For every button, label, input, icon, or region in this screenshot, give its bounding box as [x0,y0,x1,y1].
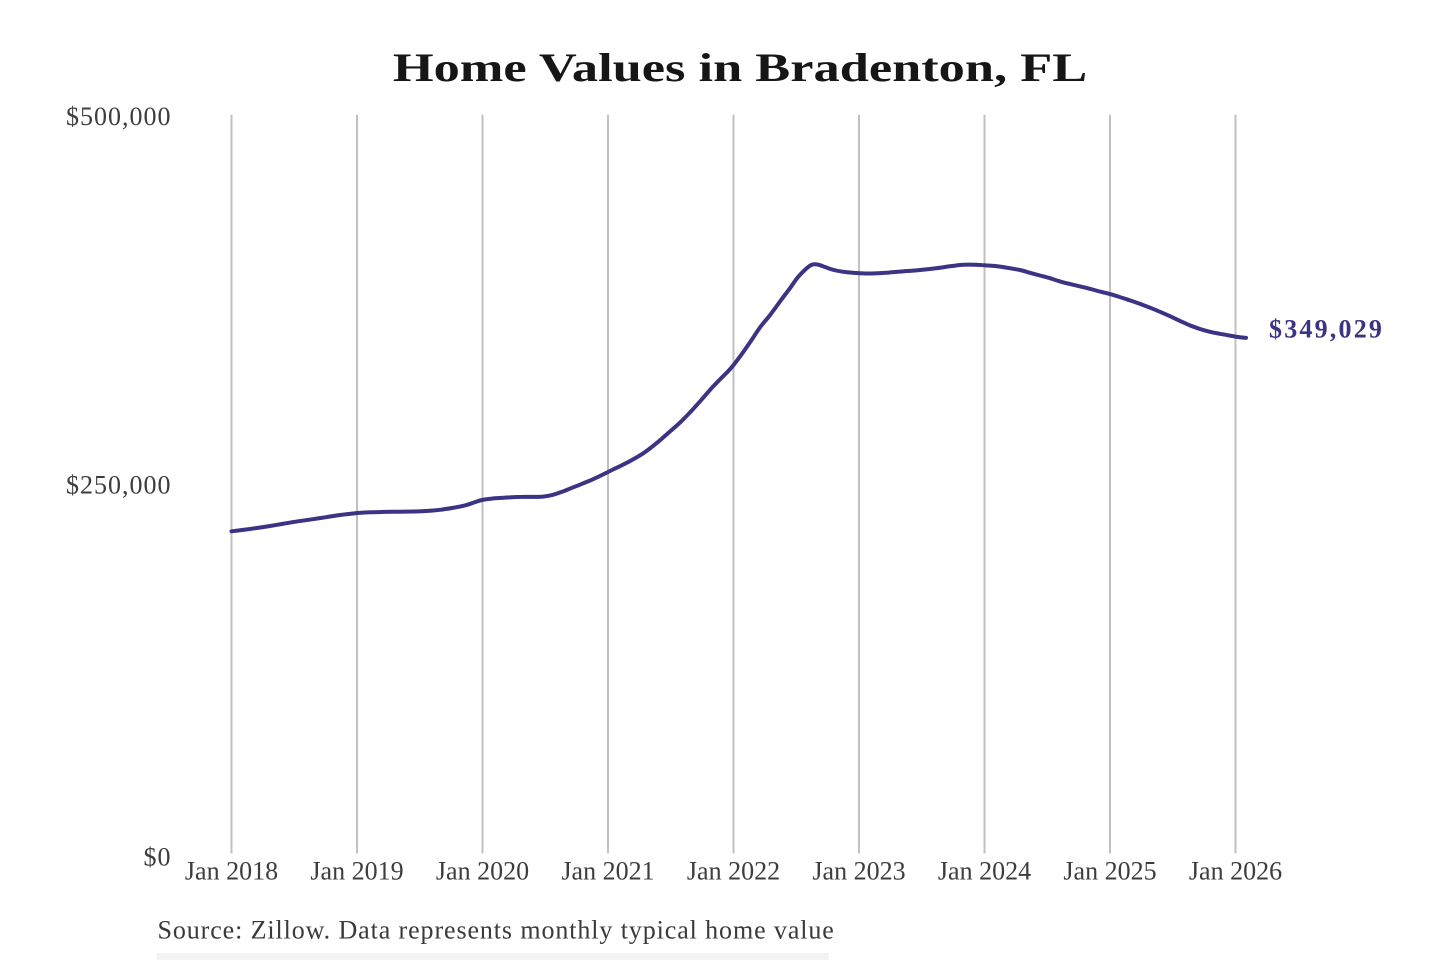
svg-text:Jan 2026: Jan 2026 [1189,857,1282,886]
svg-text:$349,029: $349,029 [1269,314,1384,343]
svg-text:Jan 2024: Jan 2024 [938,857,1031,886]
svg-text:$0: $0 [144,843,172,872]
svg-text:Source: Zillow. Data represent: Source: Zillow. Data represents monthly … [158,916,835,945]
svg-text:Jan 2021: Jan 2021 [561,857,654,886]
svg-text:$500,000: $500,000 [66,102,172,131]
svg-text:Home Values in Bradenton, FL: Home Values in Bradenton, FL [393,46,1087,91]
svg-text:$250,000: $250,000 [66,471,172,500]
svg-text:Jan 2018: Jan 2018 [185,857,278,886]
svg-text:Jan 2020: Jan 2020 [436,857,529,886]
svg-text:Jan 2023: Jan 2023 [812,857,905,886]
svg-text:Jan 2019: Jan 2019 [310,857,403,886]
svg-text:Jan 2022: Jan 2022 [687,857,780,886]
svg-text:Jan 2025: Jan 2025 [1063,857,1156,886]
